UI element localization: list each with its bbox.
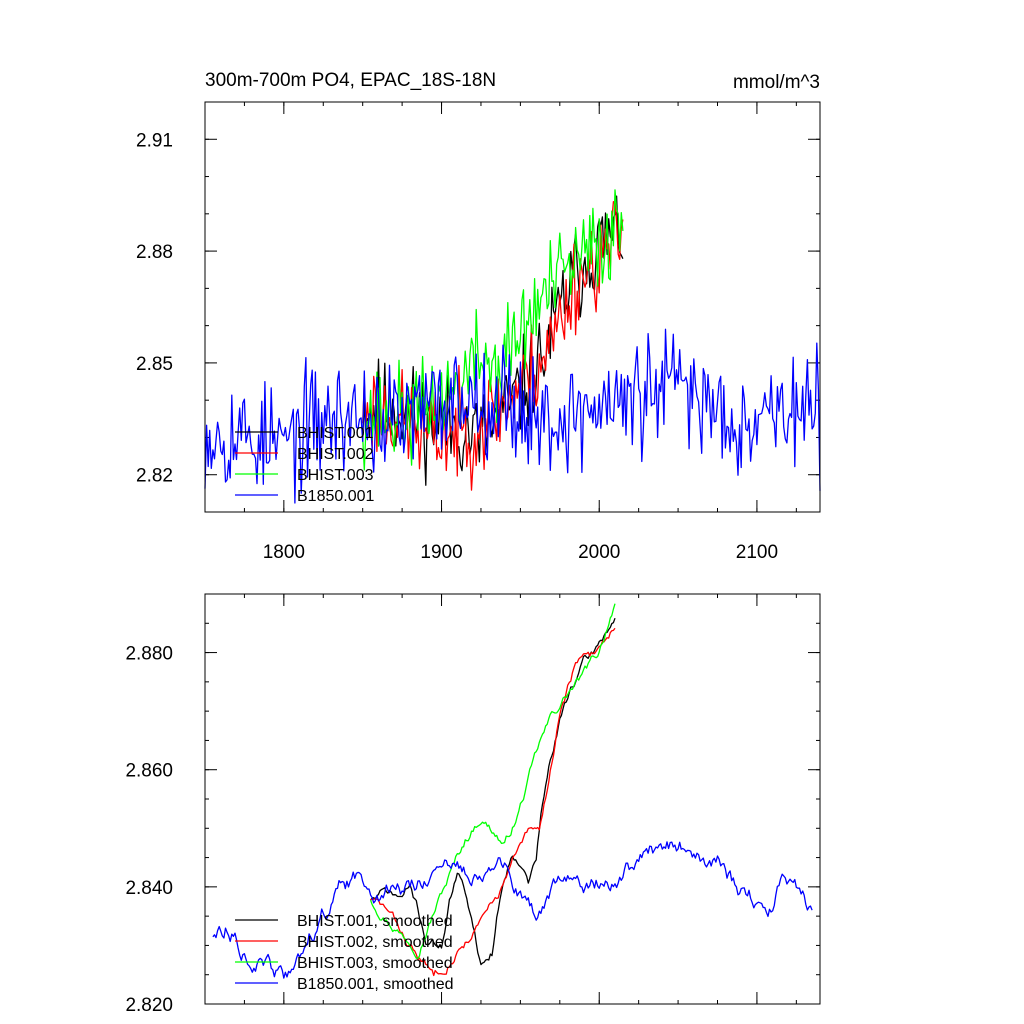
legend: BHIST.001, smoothed BHIST.002, smoothed BH… <box>235 913 454 993</box>
x-tick-label: 1800 <box>263 542 305 563</box>
y-tick-label: 2.860 <box>125 761 173 782</box>
series-line <box>369 603 616 960</box>
legend-label: B1850.001 <box>297 488 375 505</box>
legend-label: BHIST.003 <box>297 467 374 484</box>
y-tick-label: 2.880 <box>125 644 173 665</box>
legend-label: BHIST.001 <box>297 425 374 442</box>
legend-label: BHIST.001, smoothed <box>297 913 453 930</box>
x-tick-label: 1900 <box>420 542 462 563</box>
series-line <box>370 627 616 977</box>
y-tick-label: 2.91 <box>136 130 173 151</box>
x-tick-label: 2000 <box>578 542 620 563</box>
y-tick-label: 2.88 <box>136 242 173 263</box>
series-layer <box>204 189 821 504</box>
y-tick-label: 2.840 <box>125 878 173 899</box>
tick-layer: 2.820 2.840 2.860 2.880 <box>125 593 820 1016</box>
legend-label: BHIST.002 <box>297 446 374 463</box>
y-tick-label: 2.82 <box>136 466 173 487</box>
series-line <box>362 201 624 491</box>
units-label: mmol/m^3 <box>733 72 820 93</box>
timeseries-panel: 300m-700m PO4, EPAC_18S-18N mmol/m^3 2.8… <box>136 70 821 563</box>
legend-label: B1850.001, smoothed <box>297 976 454 993</box>
series-line <box>204 328 821 504</box>
legend-label: BHIST.002, smoothed <box>297 934 453 951</box>
plot-frame <box>204 101 821 513</box>
series-layer <box>212 603 813 979</box>
smoothed-panel: 2.820 2.840 2.860 2.880 BHIST.001, smoothed… <box>125 593 821 1016</box>
tick-layer: 2.82 2.85 2.88 2.91 1800 1900 2000 2100 <box>136 101 820 563</box>
legend: BHIST.001 BHIST.002 BHIST.003 B1850.001 <box>235 425 375 505</box>
y-tick-label: 2.85 <box>136 354 173 375</box>
x-tick-label: 2100 <box>736 542 778 563</box>
y-tick-label: 2.820 <box>125 995 173 1016</box>
series-line <box>212 841 813 979</box>
legend-label: BHIST.003, smoothed <box>297 955 453 972</box>
chart-title: 300m-700m PO4, EPAC_18S-18N <box>205 70 496 91</box>
plot-frame <box>204 593 821 1005</box>
